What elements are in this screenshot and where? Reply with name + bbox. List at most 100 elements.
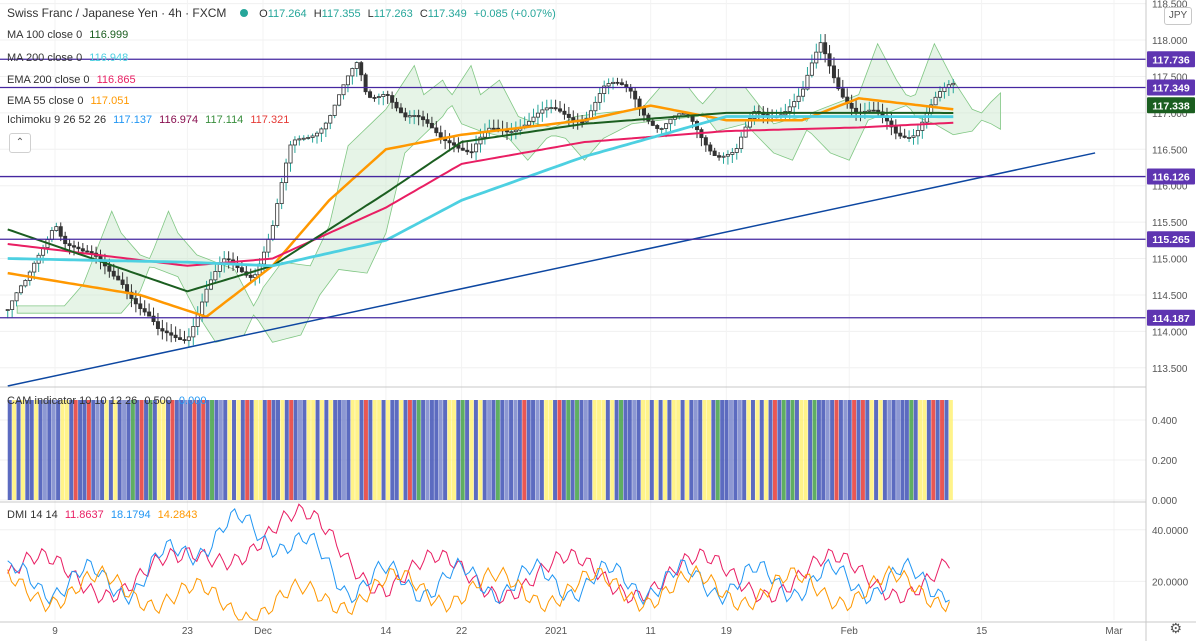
candle-body (160, 328, 165, 332)
cam-bar (385, 400, 390, 500)
candle-body (889, 120, 894, 128)
candle-body (478, 136, 483, 145)
candle-body (469, 151, 474, 154)
candle-body (920, 121, 925, 131)
collapse-legend-button[interactable]: ⌃ (9, 133, 31, 153)
candle-body (71, 245, 76, 248)
candle-body (107, 265, 112, 272)
cam-bar (333, 400, 338, 500)
cam-bar (205, 400, 210, 500)
cam-bar (579, 400, 584, 500)
candle-body (681, 112, 686, 115)
candle-body (129, 291, 134, 299)
cam-bar (632, 400, 637, 500)
cam-bar (16, 400, 21, 500)
candle-body (261, 251, 266, 265)
ema200-label: EMA 200 close 0 (7, 74, 90, 86)
cam-bar (900, 400, 905, 500)
cam-bar (746, 400, 751, 500)
candle-body (509, 131, 514, 134)
cam-bar (214, 400, 219, 500)
candle-body (85, 250, 90, 253)
candle-body (633, 90, 638, 100)
dmi-legend[interactable]: DMI 14 14 11.8637 18.1794 14.2843 (7, 509, 201, 521)
cam-bar (245, 400, 250, 500)
cam-bar (557, 400, 562, 500)
candle-body (191, 326, 196, 338)
candle-body (376, 96, 381, 99)
cam-bar (192, 400, 197, 500)
symbol-title[interactable]: Swiss Franc / Japanese Yen · 4h · FXCM (7, 6, 227, 20)
currency-badge[interactable]: JPY (1164, 7, 1192, 25)
candle-body (403, 112, 408, 118)
cam-bar (100, 400, 105, 500)
cam-bar (808, 400, 813, 500)
cam-bar (425, 400, 430, 500)
cam-bar (29, 400, 34, 500)
candle-body (938, 91, 943, 98)
horizontal-levels[interactable] (0, 58, 1146, 319)
ichimoku-legend[interactable]: Ichimoku 9 26 52 26 117.137 116.974 117.… (7, 114, 293, 126)
candle-body (412, 115, 417, 117)
cam-bar (262, 400, 267, 500)
cam-bar (73, 400, 78, 500)
cam-bar (25, 400, 30, 500)
candle-body (169, 332, 174, 336)
cam-bar (852, 400, 857, 500)
cam-bar (654, 400, 659, 500)
candle-body (133, 298, 138, 305)
candle-body (659, 128, 664, 130)
candle-body (474, 143, 479, 153)
chevron-up-icon: ⌃ (15, 137, 25, 148)
cam-bar (768, 400, 773, 500)
cam-bar (623, 400, 628, 500)
candle-body (664, 123, 669, 129)
cam-bar (684, 400, 689, 500)
cam-bar (311, 400, 316, 500)
cam-legend[interactable]: CAM indicator 10 10 12 26 0.500 0.000 (7, 395, 210, 407)
cam-bar (500, 400, 505, 500)
cam-bars (7, 400, 953, 500)
candle-body (549, 107, 554, 110)
ema200-line (7, 121, 954, 267)
ema200-legend[interactable]: EMA 200 close 0 116.865 (7, 74, 140, 86)
cam-bar (922, 400, 927, 500)
cam-bar (583, 400, 588, 500)
ema55-legend[interactable]: EMA 55 close 0 117.051 (7, 95, 133, 107)
candle-body (394, 101, 399, 109)
ma200-value: 116.948 (89, 52, 129, 64)
ma100-legend[interactable]: MA 100 close 0 116.999 (7, 29, 132, 41)
cam-bar (447, 400, 452, 500)
symbol-legend[interactable]: Swiss Franc / Japanese Yen · 4h · FXCM O… (7, 6, 564, 20)
cam-bar (931, 400, 936, 500)
cam-bar (605, 400, 610, 500)
candle-body (125, 284, 130, 293)
ema55-line (7, 97, 954, 319)
cam-bar (47, 400, 52, 500)
candle-body (226, 258, 231, 261)
candle-body (668, 118, 673, 125)
candle-body (818, 42, 823, 53)
cam-bar (42, 400, 47, 500)
cam-bar (139, 400, 144, 500)
candle-body (147, 311, 152, 317)
candle-body (315, 132, 320, 137)
cam-bar (786, 400, 791, 500)
cam-bar (188, 400, 193, 500)
price-tick-label: 114.500 (1152, 291, 1188, 302)
candle-body (151, 315, 156, 322)
candle-body (425, 119, 430, 124)
cam-bar (935, 400, 940, 500)
candle-body (164, 330, 169, 334)
ma200-legend[interactable]: MA 200 close 0 116.948 (7, 52, 132, 64)
ohlc-l-value: 117.263 (373, 8, 413, 20)
cam-bar (381, 400, 386, 500)
cam-bar (249, 400, 254, 500)
candle-body (332, 104, 337, 116)
cam-bar (478, 400, 483, 500)
candle-body (288, 144, 293, 164)
gear-icon[interactable]: ⚙ (1169, 620, 1182, 636)
cam-bar (95, 400, 100, 500)
